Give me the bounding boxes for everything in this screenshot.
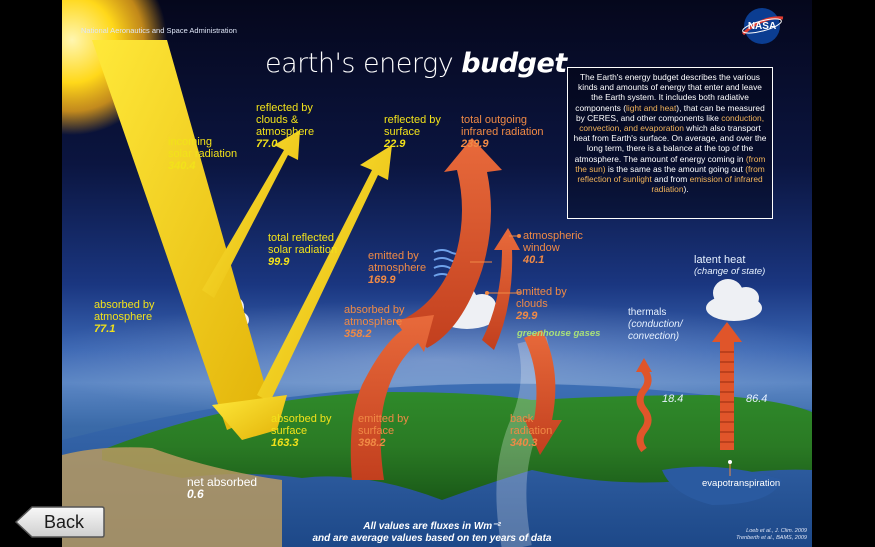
emitted-surface-arrow: [350, 315, 434, 480]
reflected-clouds-arrow: [202, 130, 300, 298]
absorbed-atmosphere-label: absorbed by atmosphere 77.1: [94, 299, 155, 335]
emitted-surface-label: emitted by surface 398.2: [358, 413, 409, 449]
back-radiation-label: back radiation 340.3: [510, 413, 553, 449]
thermals-value: 18.4: [662, 393, 684, 405]
nasa-logo: NASA: [741, 8, 784, 44]
outgoing-ir-arrow: [402, 138, 502, 348]
thermals-label: thermals (conduction/convection): [628, 307, 683, 342]
back-button[interactable]: Back: [14, 505, 106, 539]
lake: [662, 466, 782, 505]
svg-text:NASA: NASA: [748, 21, 776, 32]
cloud-right: [706, 279, 762, 321]
poster-title: earth's energy budget: [265, 48, 567, 79]
latent-heat-value: 86.4: [746, 393, 768, 405]
units-footnote: All values are fluxes in Wm⁻² and are ave…: [312, 521, 552, 544]
back-button-label: Back: [44, 512, 85, 532]
reflected-surface-arrow: [257, 145, 392, 402]
absorbed-atmosphere-ir-label: absorbed by atmosphere 358.2: [344, 304, 405, 340]
emitted-atmosphere-label: emitted by atmosphere 169.9: [368, 250, 427, 286]
emitted-clouds-label: emitted by clouds 29.9: [516, 286, 567, 322]
atmospheric-window-arrow: [482, 228, 520, 350]
thermals-arrow: [636, 367, 652, 453]
energy-flows: [92, 40, 742, 480]
latent-heat-label: latent heat (change of state): [694, 254, 766, 277]
reflected-clouds-label: reflected by clouds & atmosphere 77.0: [256, 102, 315, 150]
desert-land: [62, 447, 282, 547]
total-reflected-label: total reflected solar radiation 99.9: [268, 232, 338, 268]
net-absorbed-label: net absorbed 0.6: [187, 475, 258, 501]
incoming-solar-beam: [92, 40, 272, 430]
energy-budget-poster: National Aeronautics and Space Administr…: [62, 0, 812, 547]
references: Loeb et al., J. Clim. 2009 Trenberth et a…: [736, 528, 807, 541]
agency-name: National Aeronautics and Space Administr…: [81, 26, 237, 35]
description-box: The Earth's energy budget describes the …: [567, 67, 773, 219]
leader-lines: [470, 235, 731, 476]
atmospheric-window-label: atmospheric window 40.1: [523, 230, 583, 266]
latent-heat-arrow: [712, 322, 742, 450]
absorbed-surface-beam: [212, 395, 287, 440]
evapotranspiration-label: evapotranspiration: [702, 478, 781, 489]
outgoing-ir-label: total outgoing infrared radiation 239.9: [461, 114, 544, 150]
greenhouse-gases-label: greenhouse gases: [517, 328, 601, 339]
back-button-shape: [14, 506, 105, 538]
back-radiation-arrow: [524, 330, 562, 455]
absorbed-surface-label: absorbed by surface 163.3: [271, 413, 332, 449]
reflected-surface-label: reflected by surface 22.9: [384, 114, 441, 150]
incoming-label: incoming solar radiation 340.4: [168, 136, 238, 172]
